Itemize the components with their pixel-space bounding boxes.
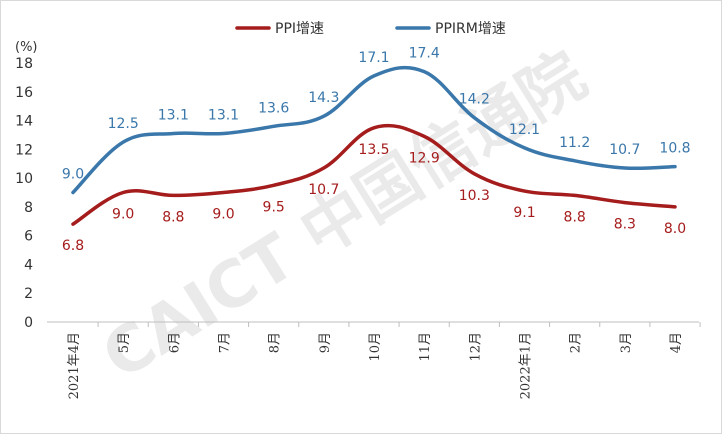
- x-tick-label: 2022年1月: [519, 332, 534, 399]
- data-label: 9.0: [112, 207, 134, 223]
- data-label: 10.8: [659, 141, 690, 157]
- legend: PPI增速 PPIRM增速: [235, 21, 506, 37]
- x-tick-label: 6月: [167, 332, 182, 353]
- data-label: 10.7: [609, 142, 640, 158]
- y-tick-label: 8: [24, 200, 33, 216]
- y-tick-label: 18: [15, 56, 33, 72]
- y-tick-label: 16: [15, 85, 33, 101]
- series-group: [71, 65, 677, 226]
- data-label: 13.1: [158, 108, 189, 124]
- x-tick-label: 4月: [669, 332, 684, 353]
- series-line-1: [71, 65, 677, 195]
- data-label: 8.3: [614, 217, 636, 233]
- legend-label: PPI增速: [275, 21, 324, 37]
- legend-label: PPIRM增速: [435, 21, 506, 37]
- data-label: 13.5: [358, 142, 389, 158]
- x-tick-label: 3月: [619, 332, 634, 353]
- data-label: 12.9: [409, 150, 440, 166]
- data-label: 9.1: [513, 205, 535, 221]
- series-line-0: [71, 123, 677, 226]
- data-label: 10.3: [459, 188, 490, 204]
- x-tick-label: 9月: [318, 332, 333, 353]
- x-axis: 2021年4月 5月 6月 7月 8月 9月 10月 11月 12月 2022年1月 2月 3月 4月: [47, 321, 701, 399]
- y-tick-label: 14: [15, 114, 33, 130]
- y-tick-label: 4: [24, 257, 33, 273]
- data-label: 8.0: [664, 221, 686, 237]
- data-label: 9.5: [263, 199, 285, 215]
- x-tick-label: 2月: [569, 332, 584, 353]
- x-tick-label: 5月: [117, 332, 132, 353]
- x-tick-label: 2021年4月: [67, 332, 82, 399]
- data-label: 8.8: [162, 209, 184, 225]
- y-axis-unit: (%): [15, 40, 38, 55]
- x-tick-label: 8月: [268, 332, 283, 353]
- data-label: 12.5: [108, 116, 139, 132]
- x-tick-label: 10月: [368, 332, 383, 362]
- data-label: 9.0: [62, 167, 84, 183]
- y-axis: 0 2 4 6 8 10 12 14 16 18: [15, 56, 33, 331]
- y-tick-label: 10: [15, 171, 33, 187]
- data-label: 13.6: [258, 100, 289, 116]
- y-tick-label: 6: [24, 229, 33, 245]
- data-label: 10.7: [308, 182, 339, 198]
- data-labels: 6.8 9.0 8.8 9.0 9.5 10.7 13.5 12.9 10.3 9.1 8.8 8.3…: [62, 46, 691, 255]
- data-label: 6.8: [62, 238, 84, 254]
- x-tick-label: 12月: [468, 332, 483, 362]
- data-label: 17.4: [409, 46, 440, 62]
- y-tick-label: 0: [24, 315, 33, 331]
- data-label: 14.3: [308, 90, 339, 106]
- data-label: 11.2: [559, 135, 590, 151]
- data-label: 17.1: [358, 50, 389, 66]
- data-label: 8.8: [564, 209, 586, 225]
- y-tick-label: 2: [24, 286, 33, 302]
- data-label: 13.1: [208, 108, 239, 124]
- y-tick-label: 12: [15, 142, 33, 158]
- data-label: 9.0: [212, 207, 234, 223]
- data-label: 12.1: [509, 122, 540, 138]
- x-tick-label: 7月: [218, 332, 233, 353]
- data-label: 14.2: [459, 92, 490, 108]
- x-tick-label: 11月: [418, 332, 433, 362]
